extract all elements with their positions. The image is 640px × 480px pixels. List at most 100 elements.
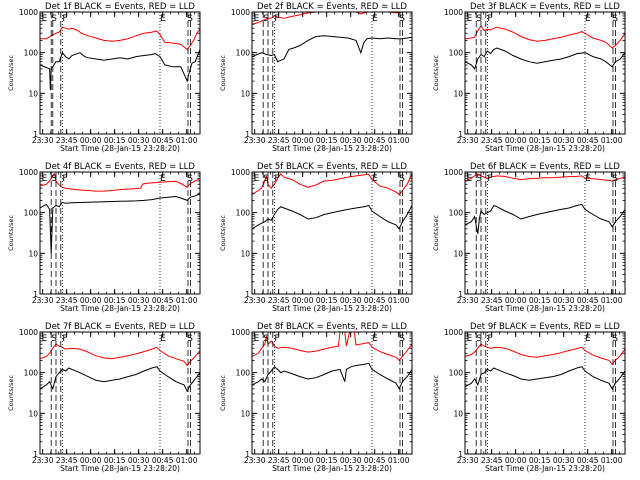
event-marker: S — [612, 14, 618, 24]
y-tick-label: 1000 — [444, 8, 463, 17]
y-tick-label: 1000 — [231, 328, 250, 337]
x-axis-label: Start Time (28-Jan-15 23:28:20) — [485, 304, 605, 313]
y-tick-label: 10 — [28, 249, 38, 258]
event-marker: F — [274, 14, 279, 24]
lld-line — [465, 25, 625, 49]
event-marker: S — [51, 174, 57, 184]
lld-line — [465, 173, 625, 182]
x-axis-label: Start Time (28-Jan-15 23:28:20) — [60, 304, 180, 313]
x-tick-label: 00:00 — [505, 296, 527, 305]
y-tick-label: 10 — [240, 409, 250, 418]
y-tick-label: 10 — [28, 409, 38, 418]
panel-title: Det 7f BLACK = Events, RED = LLD — [45, 322, 195, 332]
events-line — [252, 35, 412, 63]
y-axis-label: Counts/sec — [219, 375, 227, 411]
y-tick-label: 1000 — [19, 328, 38, 337]
y-axis-label: Counts/sec — [432, 55, 440, 91]
event-marker: E — [160, 174, 166, 184]
panel-title: Det 2f BLACK = Events, RED = LLD — [257, 2, 407, 12]
event-marker: E — [585, 174, 591, 184]
lld-line — [465, 343, 625, 366]
y-tick-label: 10 — [28, 89, 38, 98]
panel-title: Det 1f BLACK = Events, RED = LLD — [45, 2, 195, 12]
event-marker: F — [274, 174, 279, 184]
x-tick-label: 23:45 — [268, 296, 290, 305]
events-line — [40, 49, 200, 91]
y-tick-label: 1 — [458, 450, 463, 459]
x-axis-label: Start Time (28-Jan-15 23:28:20) — [272, 304, 392, 313]
x-tick-label: 00:15 — [316, 296, 338, 305]
y-tick-label: 1 — [245, 130, 250, 139]
y-axis-label: Counts/sec — [7, 55, 15, 91]
x-tick-label: 00:15 — [104, 296, 126, 305]
event-marker: S — [399, 334, 405, 344]
y-axis-label: Counts/sec — [219, 215, 227, 251]
event-marker: E — [467, 174, 473, 184]
x-tick-label: 00:45 — [364, 136, 386, 145]
x-axis-label: Start Time (28-Jan-15 23:28:20) — [272, 144, 392, 153]
x-tick-label: 01:00 — [388, 296, 410, 305]
y-tick-label: 1 — [245, 450, 250, 459]
axes-frame — [39, 331, 201, 455]
event-marker: S — [187, 334, 193, 344]
x-tick-label: 00:45 — [577, 296, 599, 305]
axes-frame — [464, 171, 626, 295]
x-tick-label: 00:15 — [104, 136, 126, 145]
y-tick-label: 100 — [449, 369, 464, 378]
x-tick-label: 23:45 — [268, 136, 290, 145]
event-marker: S — [51, 334, 57, 344]
x-tick-label: 00:00 — [80, 456, 102, 465]
event-marker: S — [263, 174, 269, 184]
y-tick-label: 1000 — [19, 8, 38, 17]
y-axis-label: Counts/sec — [432, 375, 440, 411]
y-tick-label: 1000 — [231, 168, 250, 177]
panel-title: Det 5f BLACK = Events, RED = LLD — [257, 162, 407, 172]
y-tick-label: 10 — [240, 89, 250, 98]
x-tick-label: 01:00 — [388, 136, 410, 145]
y-tick-label: 100 — [24, 369, 39, 378]
event-marker: S — [187, 174, 193, 184]
y-axis-label: Counts/sec — [7, 375, 15, 411]
y-tick-label: 10 — [240, 249, 250, 258]
event-marker: E — [254, 334, 260, 344]
event-marker: E — [160, 14, 166, 24]
lld-line — [40, 26, 200, 51]
x-tick-label: 00:00 — [292, 296, 314, 305]
event-marker: F — [62, 334, 67, 344]
x-tick-label: 23:45 — [481, 296, 503, 305]
events-line — [252, 362, 412, 390]
x-tick-label: 00:45 — [577, 136, 599, 145]
x-tick-label: 00:00 — [505, 456, 527, 465]
event-marker: E — [372, 174, 378, 184]
axes-frame — [464, 11, 626, 135]
lld-line — [40, 343, 200, 367]
y-tick-label: 10 — [453, 249, 463, 258]
x-tick-label: 01:00 — [176, 296, 198, 305]
axes-frame — [251, 11, 413, 135]
event-marker: E — [372, 14, 378, 24]
x-axis-label: Start Time (28-Jan-15 23:28:20) — [60, 464, 180, 473]
event-marker: E — [42, 14, 48, 24]
event-marker: E — [42, 334, 48, 344]
x-tick-label: 00:00 — [292, 456, 314, 465]
x-tick-label: 00:45 — [152, 456, 174, 465]
panel-title: Det 3f BLACK = Events, RED = LLD — [470, 2, 620, 12]
x-tick-label: 23:30 — [244, 296, 266, 305]
y-tick-label: 100 — [236, 369, 251, 378]
x-tick-label: 00:30 — [128, 456, 150, 465]
event-marker: E — [585, 334, 591, 344]
y-tick-label: 1000 — [231, 8, 250, 17]
event-marker: E — [160, 334, 166, 344]
x-tick-label: 23:30 — [244, 136, 266, 145]
events-line — [40, 366, 200, 393]
y-tick-label: 1000 — [444, 168, 463, 177]
x-tick-label: 00:45 — [152, 296, 174, 305]
x-tick-label: 01:00 — [176, 136, 198, 145]
lld-line — [252, 332, 412, 362]
x-tick-label: 00:15 — [529, 296, 551, 305]
